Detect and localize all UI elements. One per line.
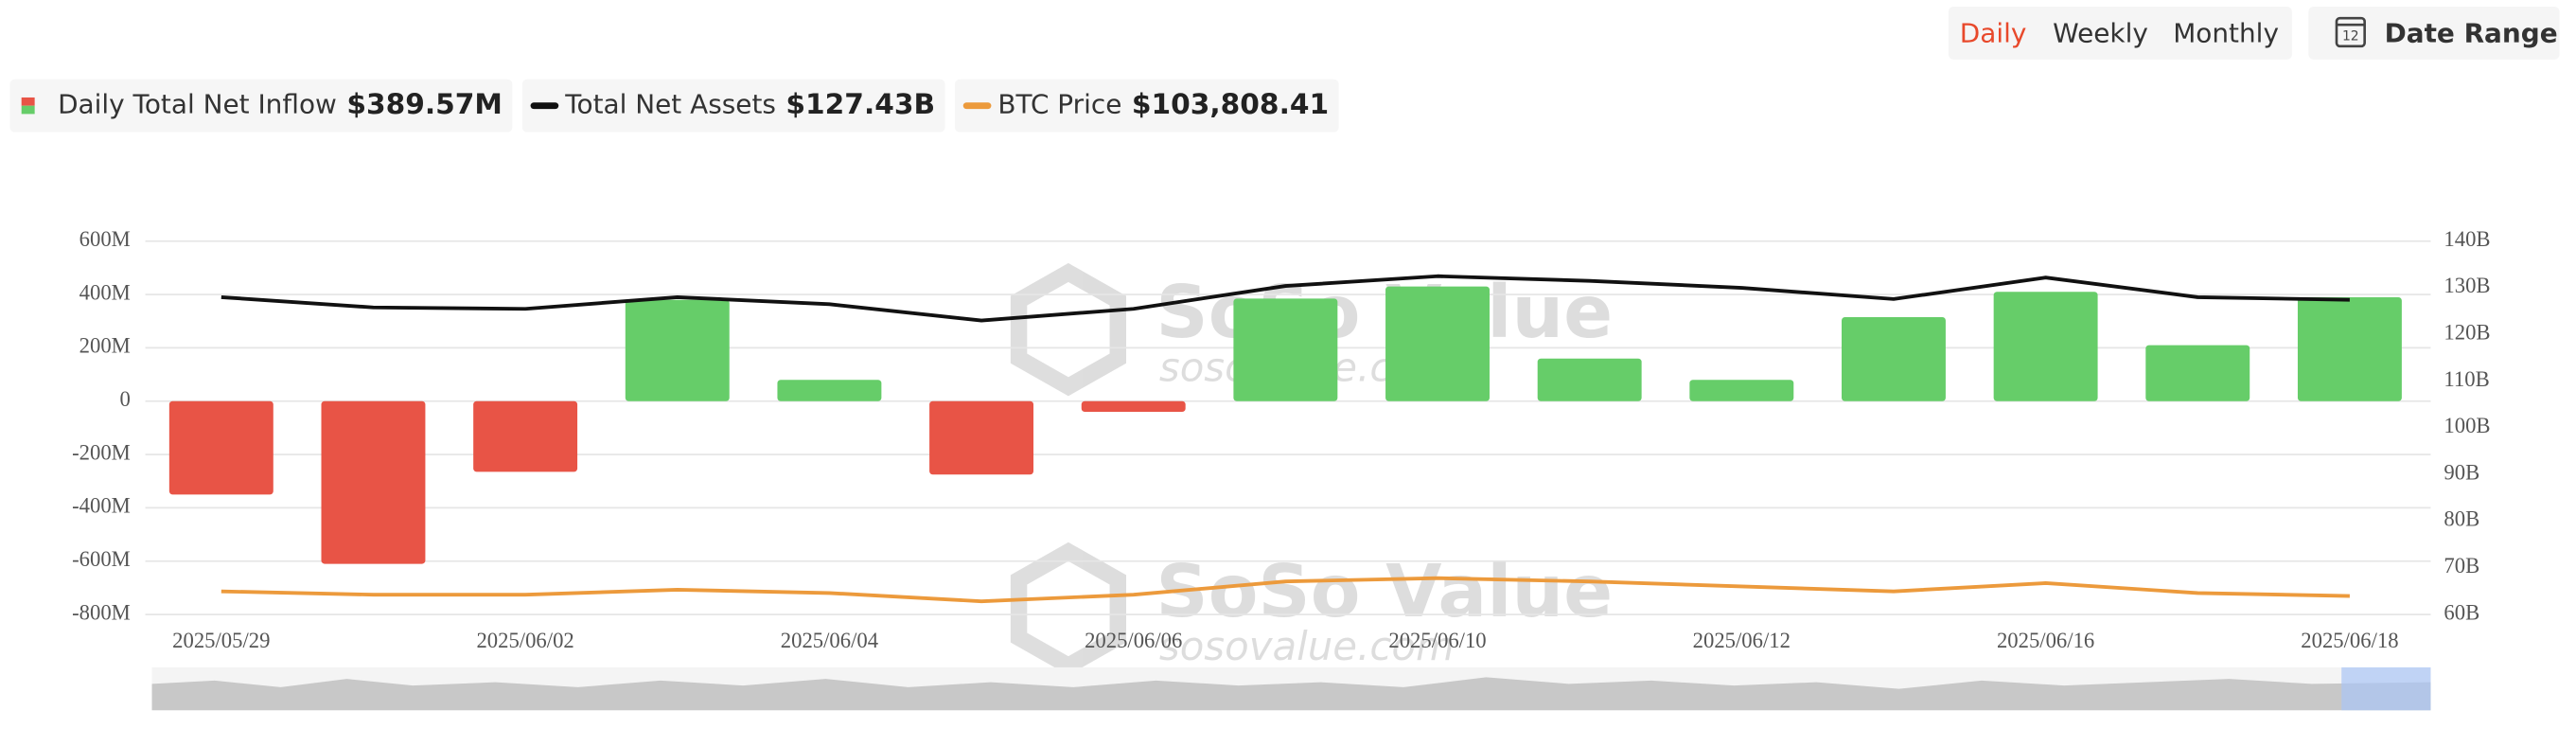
line-series xyxy=(221,576,2350,604)
legend-label: Daily Total Net Inflow xyxy=(58,89,337,120)
y2-tick-label: 120B xyxy=(2444,321,2490,345)
legend-label: BTC Price xyxy=(997,89,1121,120)
y-tick-label: -600M xyxy=(72,547,131,571)
y2-tick-label: 80B xyxy=(2444,507,2479,531)
legend-swatch xyxy=(21,97,35,106)
x-tick-label: 2025/06/06 xyxy=(1085,629,1182,652)
bar xyxy=(777,380,882,401)
x-tick-label: 2025/06/18 xyxy=(2301,629,2398,652)
bar xyxy=(2297,297,2402,401)
date-range-button[interactable] xyxy=(2308,6,2560,60)
x-tick-label: 2025/05/29 xyxy=(172,629,270,652)
tab-weekly[interactable]: Weekly xyxy=(2053,18,2148,49)
x-tick-label: 2025/06/12 xyxy=(1693,629,1791,652)
bar xyxy=(2145,345,2250,401)
bar xyxy=(1689,380,1794,401)
bar xyxy=(1385,286,1490,401)
y2-tick-label: 110B xyxy=(2444,367,2489,391)
legend: Daily Total Net Inflow $389.57M Total Net … xyxy=(9,79,1339,133)
legend-value: $127.43B xyxy=(785,87,935,120)
x-tick-label: 2025/06/10 xyxy=(1388,629,1486,652)
y-tick-label: 400M xyxy=(79,280,131,304)
bar xyxy=(168,400,273,495)
legend-item-bg xyxy=(955,79,1339,133)
legend-value: $103,808.41 xyxy=(1132,87,1329,120)
calendar-day: 12 xyxy=(2342,28,2359,44)
y-tick-label: 200M xyxy=(79,334,131,358)
y2-tick-label: 90B xyxy=(2444,460,2479,484)
x-tick-label: 2025/06/04 xyxy=(781,629,878,652)
watermark-logo xyxy=(1010,262,1127,397)
y-tick-label: -400M xyxy=(72,494,131,518)
legend-item-bg xyxy=(521,79,945,133)
calendar-icon xyxy=(2335,16,2366,48)
bar xyxy=(1537,358,1642,401)
zoom-window[interactable] xyxy=(2341,666,2431,711)
watermark: SoSo Value sosovalue.com SoSo Value soso… xyxy=(1010,262,1613,676)
bar xyxy=(1993,292,2098,401)
legend-value: $389.57M xyxy=(346,87,503,120)
y2-tick-label: 140B xyxy=(2444,227,2490,251)
line-series xyxy=(221,274,2350,323)
bar xyxy=(1233,298,1338,401)
watermark-brand: SoSo Value xyxy=(1156,550,1613,634)
bar xyxy=(321,400,426,564)
watermark-site: sosovalue.com xyxy=(1159,623,1455,669)
y-tick-label: 600M xyxy=(79,227,131,251)
tab-daily[interactable]: Daily xyxy=(1960,18,2027,49)
bar xyxy=(1842,317,1946,401)
legend-item: BTC Price $103,808.41 xyxy=(955,79,1339,133)
y2-tick-label: 70B xyxy=(2444,554,2479,577)
bar xyxy=(1081,400,1186,413)
watermark-logo xyxy=(1010,542,1127,676)
legend-item: Total Net Assets $127.43B xyxy=(521,79,945,133)
tab-monthly[interactable]: Monthly xyxy=(2173,18,2279,49)
x-tick-label: 2025/06/16 xyxy=(1997,629,2094,652)
y-tick-label: 0 xyxy=(120,387,131,411)
legend-item-bg xyxy=(9,79,513,133)
y-tick-label: -200M xyxy=(72,440,131,464)
y2-tick-label: 130B xyxy=(2444,274,2490,297)
bar xyxy=(929,400,1034,475)
tab-group xyxy=(1948,6,2292,60)
watermark-brand: SoSo Value xyxy=(1156,271,1613,355)
date-range-label[interactable]: Date Range xyxy=(2385,18,2558,49)
y2-tick-label: 100B xyxy=(2444,414,2490,437)
y-tick-label: -800M xyxy=(72,600,131,624)
legend-swatch xyxy=(21,105,35,115)
legend-item: Daily Total Net Inflow $389.57M xyxy=(9,79,513,133)
bar xyxy=(473,400,578,472)
bar xyxy=(625,299,730,401)
zoom-preview xyxy=(151,677,2431,711)
y2-tick-label: 60B xyxy=(2444,600,2479,624)
legend-label: Total Net Assets xyxy=(564,89,776,120)
x-tick-label: 2025/06/02 xyxy=(476,629,573,652)
